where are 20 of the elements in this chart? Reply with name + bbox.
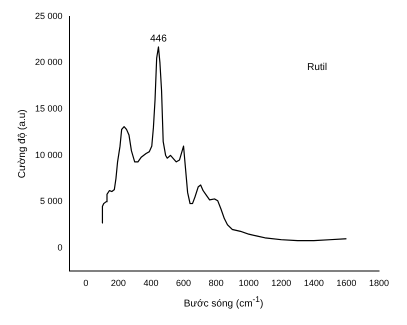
y-tick-label: 25 000 — [34, 10, 63, 21]
x-tick-label: 400 — [143, 278, 158, 288]
x-tick-label: 200 — [110, 278, 126, 288]
y-axis-title: Cường độ (a.u) — [16, 109, 28, 178]
x-tick-label: 1200 — [271, 278, 292, 288]
x-axis-title: Bước sóng (cm$^{-1}$) — [182, 293, 264, 312]
x-tick-label: 1400 — [304, 278, 324, 288]
x-tick-label: 0 — [83, 278, 88, 288]
annotation: 446 — [150, 34, 168, 45]
x-tick-label: 600 — [176, 278, 192, 288]
x-tick-label: 1600 — [336, 278, 356, 288]
x-tick-label: 1800 — [368, 278, 390, 288]
x-tick-label: 1000 — [238, 278, 259, 288]
y-tick-label: 10 000 — [34, 150, 63, 160]
y-tick-label: 15 000 — [34, 104, 63, 114]
x-tick-label: 800 — [208, 278, 224, 288]
y-tick-label: 5 000 — [40, 196, 63, 206]
annotation: Rutil — [307, 62, 328, 74]
y-tick-label: 0 — [58, 242, 63, 253]
y-tick-label: 20 000 — [34, 57, 63, 68]
